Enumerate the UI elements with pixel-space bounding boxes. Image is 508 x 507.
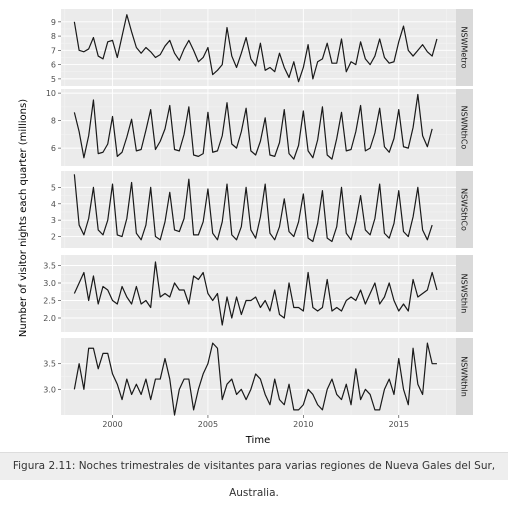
y-tick-label: 3.0 bbox=[43, 279, 56, 288]
facet-strip-label: NSWMetro bbox=[460, 27, 469, 69]
series-line-NSWMetro bbox=[73, 14, 438, 83]
y-axis-title: Number of visitor nights each quarter (m… bbox=[18, 99, 29, 337]
facet-strip-label: NSWNthIn bbox=[460, 356, 469, 397]
chart-panels: 5 6 7 8 9 NSWMetro 6 8 10 NSWNthCo 2 3 4 5 NSWSthCo 2.0… bbox=[43, 9, 473, 416]
x-axis-title: Time bbox=[245, 435, 270, 446]
y-tick-label: 8 bbox=[51, 117, 56, 126]
figure-caption: Figura 2.11: Noches trimestrales de visi… bbox=[0, 452, 508, 499]
series-line-NSWSthCo bbox=[73, 174, 433, 243]
panel-background bbox=[61, 9, 456, 86]
x-tick-label: 2010 bbox=[293, 420, 313, 429]
y-tick-label: 6 bbox=[51, 61, 56, 70]
series-line-NSWNthCo bbox=[73, 93, 433, 160]
y-tick-label: 2 bbox=[51, 233, 56, 242]
y-tick-label: 8 bbox=[51, 32, 56, 41]
y-tick-label: 6 bbox=[51, 144, 56, 153]
facet-strip-label: NSWSthIn bbox=[460, 274, 469, 314]
panel-background bbox=[61, 89, 456, 166]
y-tick-label: 3.5 bbox=[43, 360, 56, 369]
y-tick-label: 3.0 bbox=[43, 385, 56, 394]
y-tick-label: 3.5 bbox=[43, 262, 56, 271]
faceted-line-chart: 5 6 7 8 9 NSWMetro 6 8 10 NSWNthCo 2 3 4 5 NSWSthCo 2.0… bbox=[18, 9, 473, 446]
y-tick-label: 5 bbox=[51, 75, 56, 84]
y-tick-label: 3 bbox=[51, 216, 56, 225]
panel-NSWSthCo: 2 3 4 5 NSWSthCo bbox=[51, 171, 473, 248]
panel-NSWNthIn: 3.0 3.5 NSWNthIn bbox=[43, 338, 473, 416]
y-tick-label: 5 bbox=[51, 183, 56, 192]
series-line-NSWSthIn bbox=[73, 261, 438, 326]
y-tick-label: 10 bbox=[46, 89, 56, 98]
panel-NSWMetro: 5 6 7 8 9 NSWMetro bbox=[51, 9, 473, 86]
panel-NSWSthIn: 2.0 2.5 3.0 3.5 NSWSthIn bbox=[43, 255, 473, 332]
facet-strip bbox=[456, 171, 473, 248]
facet-strip-label: NSWNthCo bbox=[460, 106, 469, 150]
y-tick-label: 9 bbox=[51, 18, 56, 27]
facet-strip-label: NSWSthCo bbox=[460, 188, 469, 231]
y-tick-label: 2.5 bbox=[43, 297, 56, 306]
x-tick-label: 2000 bbox=[102, 420, 122, 429]
x-tick-label: 2015 bbox=[389, 420, 409, 429]
series-line-NSWNthIn bbox=[73, 342, 437, 416]
x-axis: 2000 2005 2010 2015 bbox=[102, 415, 409, 429]
facet-strip bbox=[456, 89, 473, 166]
y-tick-label: 2.0 bbox=[43, 314, 56, 323]
facet-strip bbox=[456, 338, 473, 415]
panel-NSWNthCo: 6 8 10 NSWNthCo bbox=[46, 89, 473, 166]
y-tick-label: 4 bbox=[51, 200, 56, 209]
y-tick-label: 7 bbox=[51, 46, 56, 55]
x-tick-label: 2005 bbox=[198, 420, 218, 429]
facet-strip bbox=[456, 255, 473, 332]
facet-strip bbox=[456, 9, 473, 86]
panel-background bbox=[61, 255, 456, 332]
